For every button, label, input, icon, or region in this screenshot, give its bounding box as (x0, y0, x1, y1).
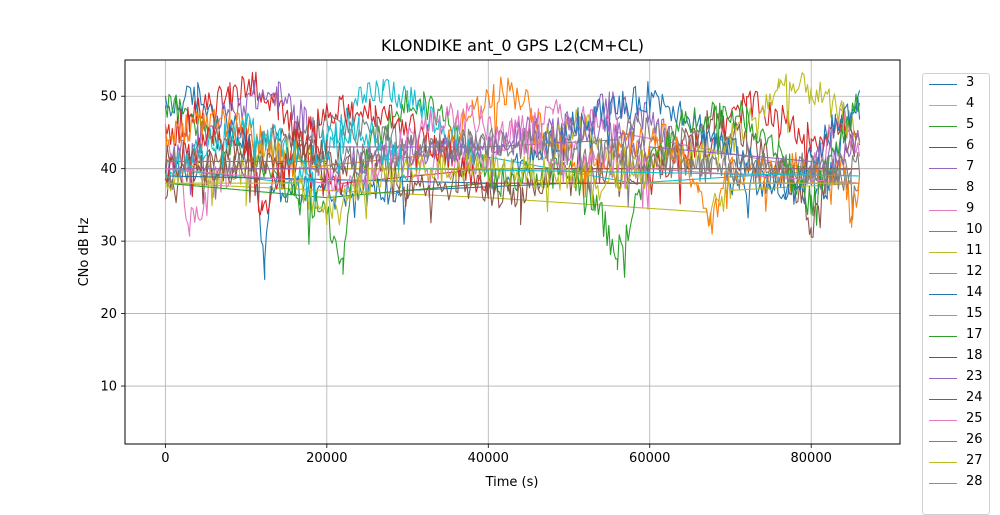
legend-label: 8 (966, 180, 975, 195)
legend-item-12: 12 (923, 263, 989, 284)
x-tick-label: 40000 (468, 451, 509, 466)
chart-title: KLONDIKE ant_0 GPS L2(CM+CL) (381, 36, 644, 55)
legend-item-17: 17 (923, 326, 989, 347)
legend-item-14: 14 (923, 284, 989, 305)
legend-swatch (929, 210, 957, 211)
legend-swatch (929, 273, 957, 274)
legend-swatch (929, 483, 957, 484)
legend-swatch (929, 420, 957, 421)
legend-swatch (929, 378, 957, 379)
legend-label: 18 (966, 348, 983, 363)
legend-item-18: 18 (923, 347, 989, 368)
series-line-5 (164, 90, 489, 275)
legend-item-6: 6 (923, 137, 989, 158)
legend-label: 4 (966, 96, 975, 111)
legend-swatch (929, 105, 957, 106)
y-tick-label: 50 (100, 90, 117, 105)
legend-swatch (929, 126, 957, 127)
legend-label: 14 (966, 285, 983, 300)
x-tick-label: 0 (161, 451, 169, 466)
legend-label: 12 (966, 264, 983, 279)
y-tick-label: 20 (100, 307, 117, 322)
legend-item-26: 26 (923, 431, 989, 452)
series-layer (164, 71, 861, 281)
legend-swatch (929, 462, 957, 463)
legend-label: 28 (966, 474, 983, 489)
legend-label: 3 (966, 75, 975, 90)
legend-item-3: 3 (923, 74, 989, 95)
legend-item-10: 10 (923, 221, 989, 242)
legend: 3 4 5 6 7 8 9 10 11 12 14 15 17 18 23 24 25 26 27 28 (922, 73, 990, 515)
legend-item-28: 28 (923, 473, 989, 494)
x-tick-label: 80000 (791, 451, 832, 466)
legend-swatch (929, 231, 957, 232)
legend-swatch (929, 147, 957, 148)
series-line-25 (165, 102, 860, 210)
legend-item-5: 5 (923, 116, 989, 137)
legend-item-15: 15 (923, 305, 989, 326)
y-axis-label: CNo dB Hz (77, 217, 92, 286)
legend-label: 24 (966, 390, 983, 405)
ticks: 0 20000 40000 60000 80000 10 20 30 40 50 (100, 90, 831, 466)
legend-label: 15 (966, 306, 983, 321)
legend-swatch (929, 294, 957, 295)
series-line-26 (165, 127, 861, 208)
legend-label: 9 (966, 201, 975, 216)
series-line-15 (164, 76, 861, 235)
legend-swatch (929, 168, 957, 169)
legend-swatch (929, 84, 957, 85)
legend-item-7: 7 (923, 158, 989, 179)
legend-label: 27 (966, 453, 983, 468)
legend-label: 26 (966, 432, 983, 447)
legend-label: 5 (966, 117, 975, 132)
legend-swatch (929, 399, 957, 400)
series-line-23 (165, 113, 861, 190)
legend-item-4: 4 (923, 95, 989, 116)
legend-item-9: 9 (923, 200, 989, 221)
legend-item-8: 8 (923, 179, 989, 200)
legend-swatch (929, 336, 957, 337)
x-tick-label: 20000 (306, 451, 347, 466)
legend-label: 7 (966, 159, 975, 174)
y-tick-label: 30 (100, 235, 117, 250)
legend-label: 6 (966, 138, 975, 153)
series-line-28 (164, 112, 860, 202)
legend-label: 23 (966, 369, 983, 384)
series-line-27 (165, 152, 860, 226)
legend-item-24: 24 (923, 389, 989, 410)
x-tick-label: 60000 (629, 451, 670, 466)
legend-label: 11 (966, 243, 983, 258)
series-line-17 (165, 93, 861, 278)
y-tick-label: 10 (100, 380, 117, 395)
legend-item-25: 25 (923, 410, 989, 431)
legend-swatch (929, 441, 957, 442)
legend-item-11: 11 (923, 242, 989, 263)
x-axis-label: Time (s) (485, 475, 539, 490)
plot-frame (124, 59, 901, 445)
legend-label: 25 (966, 411, 983, 426)
legend-swatch (929, 315, 957, 316)
legend-swatch (929, 357, 957, 358)
chart: 0 20000 40000 60000 80000 10 20 30 40 50 Time (s)… (77, 59, 901, 490)
legend-label: 17 (966, 327, 983, 342)
legend-swatch (929, 189, 957, 190)
y-tick-label: 40 (100, 162, 117, 177)
legend-swatch (929, 252, 957, 253)
grid (125, 60, 900, 444)
legend-item-27: 27 (923, 452, 989, 473)
legend-item-23: 23 (923, 368, 989, 389)
legend-label: 10 (966, 222, 983, 237)
